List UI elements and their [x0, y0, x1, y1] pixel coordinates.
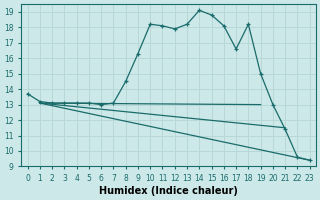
- X-axis label: Humidex (Indice chaleur): Humidex (Indice chaleur): [99, 186, 238, 196]
